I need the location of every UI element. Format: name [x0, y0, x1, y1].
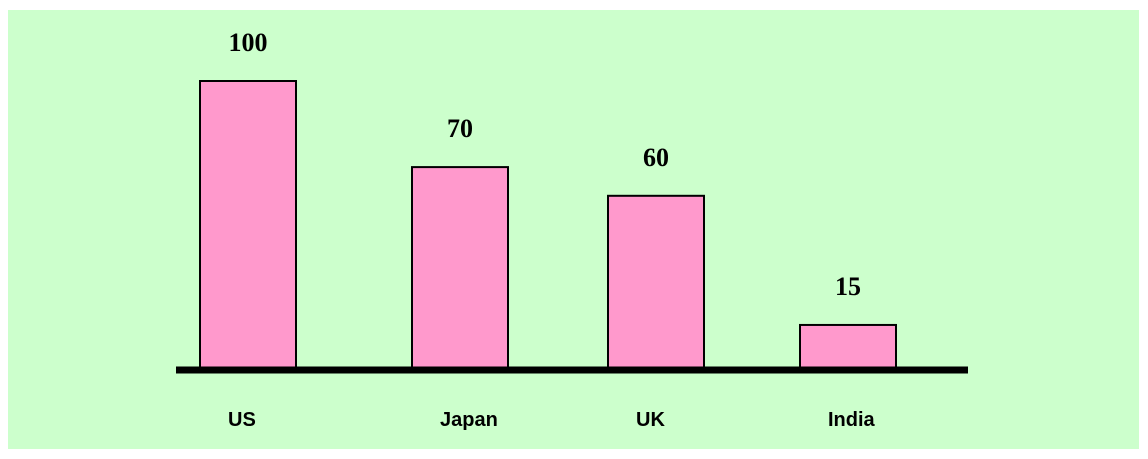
- bar-uk: [607, 194, 705, 369]
- category-label-us: US: [228, 409, 256, 431]
- value-label-india: 15: [835, 272, 861, 301]
- category-label-uk: UK: [636, 409, 665, 431]
- category-labels-group: US Japan UK India: [228, 409, 876, 431]
- category-label-india: India: [828, 409, 876, 431]
- value-label-us: 100: [229, 28, 268, 57]
- bar-us: [199, 80, 297, 369]
- bar-india: [799, 323, 897, 370]
- chart-background: [8, 10, 1139, 449]
- value-label-japan: 70: [447, 114, 473, 143]
- value-label-uk: 60: [643, 143, 669, 172]
- value-labels-group: 100 70 60 15: [229, 28, 862, 301]
- bar-japan: [411, 166, 509, 369]
- bars-group: [199, 80, 897, 370]
- category-label-japan: Japan: [440, 409, 498, 431]
